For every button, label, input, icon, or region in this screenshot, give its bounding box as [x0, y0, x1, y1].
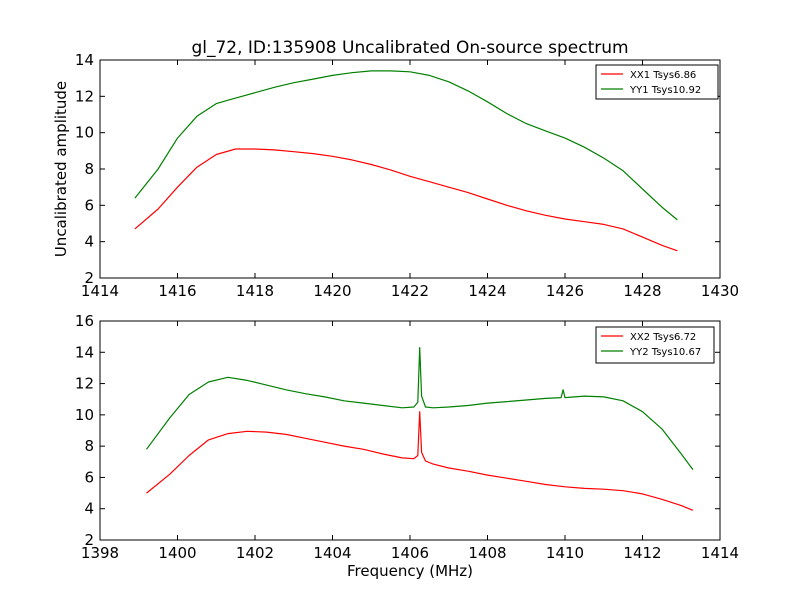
bottom-y-tick-label: 14: [75, 343, 94, 361]
bottom-x-tick-label: 1410: [546, 544, 584, 562]
bottom-legend-label: XX2 Tsys6.72: [630, 332, 696, 343]
top-y-tick-label: 6: [84, 196, 94, 214]
top-x-tick-label: 1424: [468, 282, 506, 300]
top-y-tick-label: 12: [75, 87, 94, 105]
bottom-spectrum-plot: 1398 1400 1402 1404 1406 1408 1410 1412 14142468…: [75, 312, 739, 562]
top-legend-label: YY1 Tsys10.92: [629, 85, 701, 96]
bottom-x-tick-label: 1406: [391, 544, 429, 562]
top-x-tick-label: 1428: [623, 282, 661, 300]
top-y-tick-label: 4: [84, 233, 94, 251]
top-y-tick-label: 10: [75, 124, 94, 142]
top-series-line-1: [134, 148, 678, 252]
bottom-legend: [595, 326, 715, 364]
top-x-tick-label: 1420: [313, 282, 351, 300]
top-series-line-2: [134, 70, 678, 221]
top-x-tick-label: 1416: [158, 282, 196, 300]
bottom-x-tick-label: 1402: [236, 544, 274, 562]
bottom-y-tick-label: 10: [75, 406, 94, 424]
bottom-x-tick-label: 1408: [468, 544, 506, 562]
bottom-x-tick-label: 1412: [623, 544, 661, 562]
bottom-x-tick-label: 1404: [313, 544, 351, 562]
bottom-series-line-2: [146, 347, 694, 470]
top-x-tick-label: 1414: [81, 282, 119, 300]
figure-title: gl_72, ID:135908 Uncalibrated On-source …: [191, 38, 628, 58]
top-x-tick-label: 1430: [701, 282, 739, 300]
top-y-tick-label: 8: [84, 160, 94, 178]
bottom-x-tick-label: 1400: [158, 544, 196, 562]
bottom-y-tick-label: 4: [84, 500, 94, 518]
bottom-y-tick-label: 2: [84, 531, 94, 549]
top-y-tick-label: 14: [75, 51, 94, 69]
bottom-x-tick-label: 1398: [81, 544, 119, 562]
bottom-y-tick-label: 16: [75, 312, 94, 330]
bottom-legend-label: YY2 Tsys10.67: [629, 347, 701, 358]
top-legend-label: XX1 Tsys6.86: [630, 70, 696, 81]
top-x-tick-label: 1418: [236, 282, 274, 300]
bottom-y-tick-label: 12: [75, 375, 94, 393]
bottom-series-line-1: [146, 411, 694, 511]
bottom-y-tick-label: 8: [84, 437, 94, 455]
bottom-x-tick-label: 1414: [701, 544, 739, 562]
top-spectrum-plot: 1414 1416 1418 1420 1422 1424 1426 1428 1430 2 4 6 8…: [75, 51, 739, 300]
x-axis-label: Frequency (MHz): [347, 562, 473, 580]
y-axis-label: Uncalibrated amplitude: [52, 81, 70, 257]
top-legend: [595, 64, 719, 100]
top-x-tick-label: 1426: [546, 282, 584, 300]
top-x-tick-label: 1422: [391, 282, 429, 300]
bottom-y-tick-label: 6: [84, 468, 94, 486]
top-y-tick-label: 2: [84, 269, 94, 287]
